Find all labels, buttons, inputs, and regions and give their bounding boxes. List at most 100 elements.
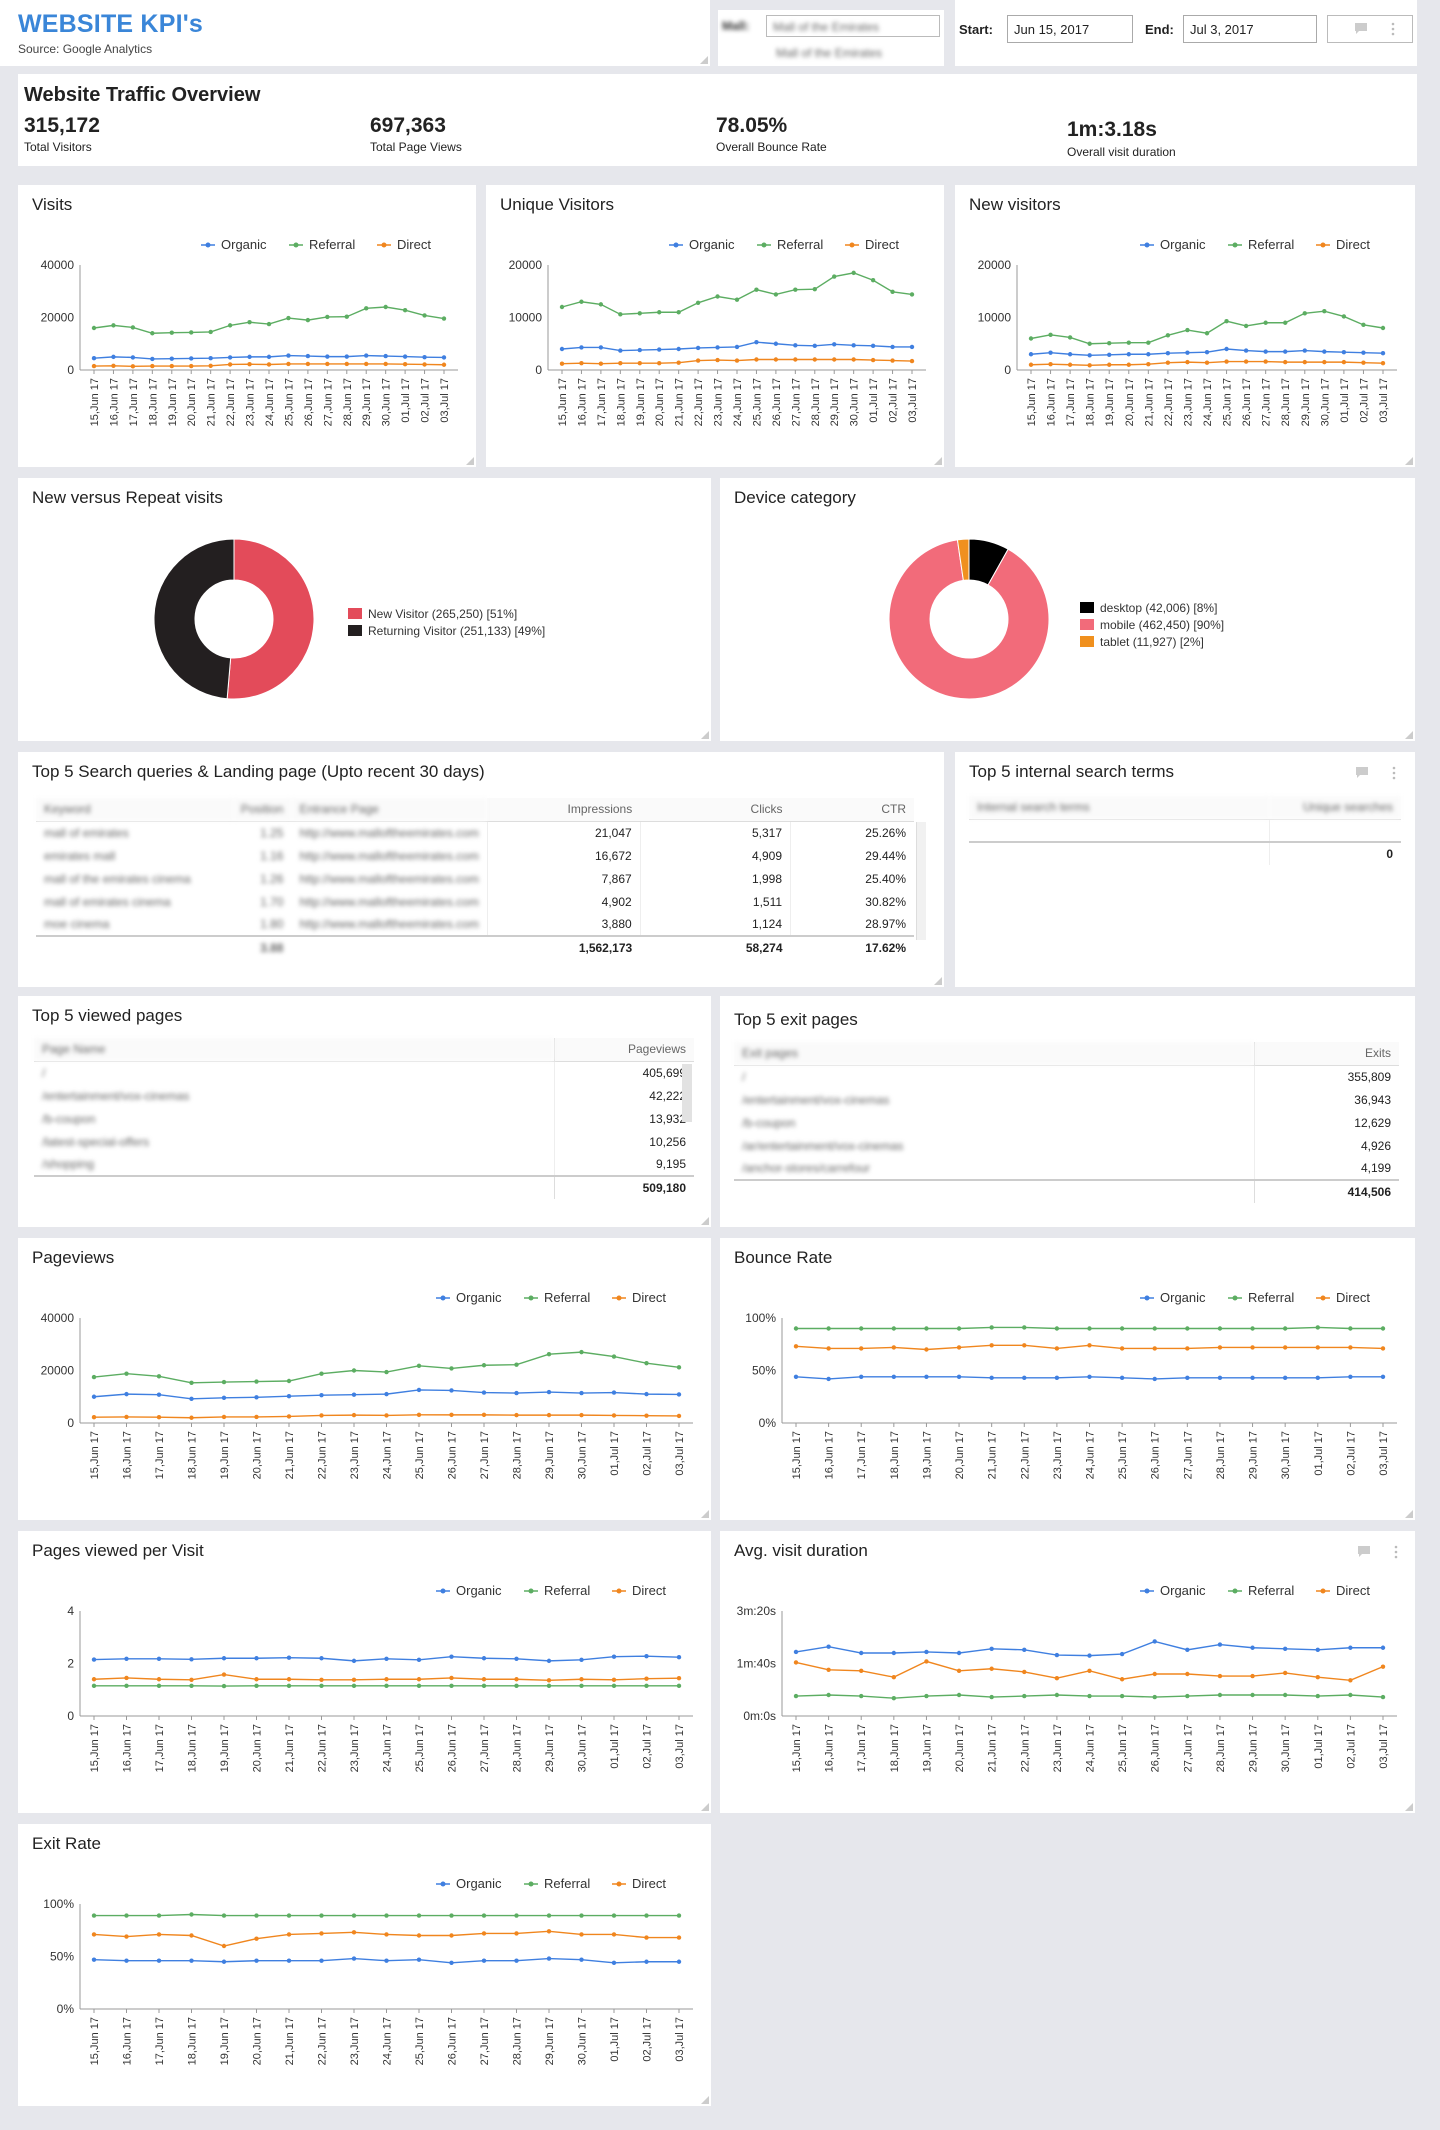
- data-point[interactable]: [989, 1694, 994, 1700]
- data-point[interactable]: [676, 360, 681, 365]
- data-point[interactable]: [579, 1683, 584, 1689]
- data-point[interactable]: [1380, 1645, 1386, 1650]
- data-point[interactable]: [826, 1346, 831, 1351]
- data-point[interactable]: [422, 362, 427, 367]
- data-point[interactable]: [189, 330, 194, 335]
- data-point[interactable]: [351, 1677, 357, 1682]
- legend-label[interactable]: Organic: [221, 237, 267, 252]
- data-point[interactable]: [130, 355, 136, 360]
- data-point[interactable]: [546, 1389, 552, 1395]
- data-point[interactable]: [1119, 1677, 1125, 1682]
- legend-label[interactable]: Direct: [397, 237, 431, 252]
- data-point[interactable]: [851, 270, 856, 276]
- data-point[interactable]: [1087, 363, 1092, 368]
- data-point[interactable]: [351, 1392, 357, 1397]
- data-point[interactable]: [1250, 1673, 1255, 1679]
- legend-label[interactable]: Direct: [632, 1583, 666, 1598]
- data-point[interactable]: [351, 1913, 357, 1918]
- legend-label[interactable]: Direct: [632, 1290, 666, 1305]
- resize-handle[interactable]: [934, 977, 942, 985]
- data-point[interactable]: [124, 1656, 129, 1661]
- legend-label[interactable]: Organic: [1160, 1290, 1206, 1305]
- legend-label[interactable]: Referral: [309, 237, 355, 252]
- data-point[interactable]: [189, 1677, 194, 1682]
- donut-slice[interactable]: [888, 539, 1050, 700]
- data-point[interactable]: [208, 329, 213, 335]
- data-point[interactable]: [384, 1369, 389, 1375]
- data-point[interactable]: [890, 358, 895, 363]
- data-point[interactable]: [481, 1958, 487, 1963]
- data-point[interactable]: [676, 346, 681, 352]
- data-point[interactable]: [793, 1660, 799, 1665]
- data-point[interactable]: [695, 358, 701, 363]
- data-point[interactable]: [221, 1414, 227, 1420]
- data-point[interactable]: [1022, 1693, 1027, 1699]
- data-point[interactable]: [1119, 1375, 1125, 1381]
- data-point[interactable]: [579, 1677, 584, 1682]
- data-point[interactable]: [124, 1683, 129, 1689]
- legend-label[interactable]: Organic: [1160, 237, 1206, 252]
- table-row[interactable]: /entertainment/vox-cinemas 36,943: [734, 1088, 1399, 1111]
- data-point[interactable]: [1119, 1651, 1125, 1657]
- legend-label[interactable]: mobile (462,450) [90%]: [1100, 618, 1224, 632]
- data-point[interactable]: [754, 339, 759, 345]
- data-point[interactable]: [266, 321, 272, 327]
- data-point[interactable]: [676, 1913, 682, 1918]
- data-point[interactable]: [266, 362, 272, 367]
- data-point[interactable]: [676, 1413, 682, 1419]
- table-row[interactable]: /shopping 9,195: [34, 1153, 694, 1176]
- data-point[interactable]: [449, 1960, 454, 1965]
- data-point[interactable]: [1283, 320, 1288, 325]
- data-point[interactable]: [1087, 1668, 1092, 1674]
- data-point[interactable]: [989, 1343, 994, 1348]
- data-point[interactable]: [351, 1956, 357, 1961]
- data-point[interactable]: [695, 300, 701, 305]
- data-point[interactable]: [1185, 350, 1190, 355]
- data-point[interactable]: [319, 1683, 324, 1689]
- data-point[interactable]: [676, 1959, 682, 1964]
- data-point[interactable]: [481, 1683, 487, 1689]
- data-point[interactable]: [611, 1354, 617, 1359]
- legend-label[interactable]: desktop (42,006) [8%]: [1100, 601, 1217, 615]
- data-point[interactable]: [1224, 318, 1229, 324]
- data-point[interactable]: [956, 1345, 962, 1350]
- data-point[interactable]: [441, 316, 447, 321]
- data-point[interactable]: [384, 1656, 389, 1661]
- data-point[interactable]: [156, 1374, 162, 1379]
- data-point[interactable]: [514, 1677, 519, 1682]
- data-point[interactable]: [1107, 352, 1112, 357]
- data-point[interactable]: [546, 1913, 552, 1918]
- data-point[interactable]: [124, 1913, 129, 1918]
- data-point[interactable]: [1087, 1374, 1092, 1379]
- data-point[interactable]: [1152, 1694, 1157, 1700]
- data-point[interactable]: [449, 1654, 454, 1659]
- data-point[interactable]: [715, 357, 720, 363]
- data-point[interactable]: [859, 1650, 864, 1656]
- data-point[interactable]: [546, 1678, 552, 1683]
- data-point[interactable]: [812, 357, 817, 362]
- table-row[interactable]: emirates mall 1.16 http://www.malloftheemi…: [36, 844, 914, 867]
- legend-label[interactable]: Referral: [1248, 1583, 1294, 1598]
- data-point[interactable]: [734, 358, 740, 363]
- data-point[interactable]: [305, 353, 311, 359]
- data-point[interactable]: [449, 1675, 454, 1681]
- data-point[interactable]: [579, 1412, 584, 1418]
- table-row[interactable]: moe cinema 1.80 http://www.malloftheemirat…: [36, 913, 914, 936]
- data-point[interactable]: [1361, 350, 1366, 355]
- data-point[interactable]: [441, 362, 447, 367]
- data-point[interactable]: [1361, 360, 1366, 365]
- data-point[interactable]: [189, 1415, 194, 1420]
- data-point[interactable]: [676, 1392, 682, 1397]
- table-row[interactable]: mall of emirates cinema 1.70 http://www.ma…: [36, 890, 914, 913]
- resize-handle[interactable]: [701, 731, 709, 739]
- data-point[interactable]: [956, 1692, 962, 1698]
- data-point[interactable]: [793, 343, 798, 348]
- data-point[interactable]: [124, 1675, 129, 1681]
- data-point[interactable]: [130, 325, 136, 330]
- data-point[interactable]: [124, 1958, 129, 1963]
- data-point[interactable]: [1217, 1642, 1223, 1647]
- data-point[interactable]: [1022, 1325, 1027, 1330]
- data-point[interactable]: [402, 307, 408, 313]
- data-point[interactable]: [1152, 1326, 1157, 1331]
- data-point[interactable]: [384, 1932, 389, 1937]
